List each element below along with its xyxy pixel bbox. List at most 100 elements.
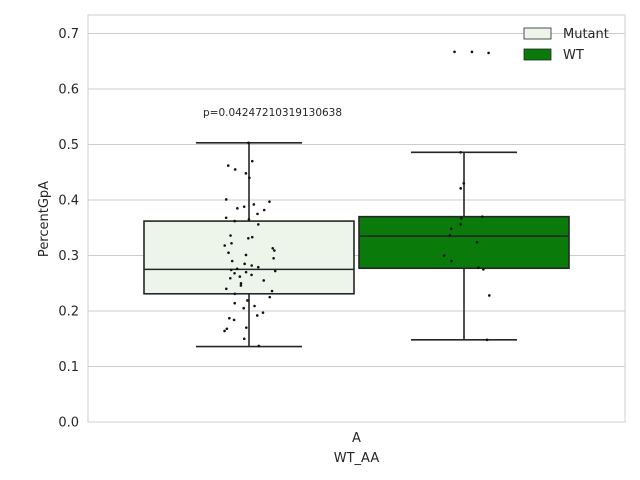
y-tick-label-4: 0.4	[58, 194, 79, 209]
point-wt-9	[449, 227, 453, 231]
boxes	[143, 142, 570, 348]
point-wt-17	[485, 338, 489, 342]
point-mutant-20	[230, 241, 233, 245]
strip-points	[223, 50, 491, 348]
point-wt-8	[459, 223, 463, 226]
point-mutant-18	[250, 235, 254, 239]
point-wt-16	[487, 294, 491, 297]
point-mutant-51	[255, 314, 259, 317]
point-mutant-3	[233, 168, 237, 171]
point-wt-2	[453, 50, 456, 54]
point-mutant-21	[223, 244, 227, 247]
point-wt-10	[448, 234, 452, 237]
point-mutant-6	[224, 198, 228, 201]
legend-swatch-wt	[523, 48, 552, 61]
point-wt-15	[482, 268, 485, 271]
point-mutant-44	[233, 292, 237, 296]
point-mutant-29	[250, 264, 254, 267]
point-mutant-36	[250, 273, 253, 277]
point-mutant-43	[270, 289, 274, 293]
point-mutant-4	[244, 172, 248, 175]
point-wt-11	[475, 240, 479, 244]
y-tick-label-2: 0.2	[58, 305, 79, 320]
point-mutant-45	[268, 295, 272, 299]
point-mutant-53	[232, 318, 236, 322]
point-mutant-0	[247, 141, 250, 145]
y-tick-label-0: 0.0	[58, 416, 79, 431]
point-mutant-41	[239, 284, 243, 287]
point-mutant-56	[223, 329, 226, 333]
point-mutant-24	[227, 251, 230, 255]
legend-label-wt: WT	[563, 48, 584, 63]
point-mutant-22	[271, 246, 275, 250]
point-mutant-8	[252, 203, 256, 206]
y-tick-label-6: 0.6	[58, 83, 79, 98]
y-tick-labels: 0.0 0.1 0.2 0.3 0.4 0.5 0.6 0.7	[58, 27, 79, 431]
point-wt-1	[487, 51, 490, 55]
point-wt-7	[460, 217, 463, 220]
point-mutant-49	[242, 306, 245, 310]
iqr-box-wt	[358, 215, 570, 270]
point-mutant-34	[244, 270, 248, 274]
point-mutant-55	[225, 327, 229, 331]
point-mutant-15	[233, 219, 236, 223]
point-wt-6	[480, 215, 484, 218]
y-axis-label: PercentGpA	[37, 181, 52, 257]
y-tick-label-3: 0.3	[58, 249, 79, 264]
point-mutant-35	[233, 271, 236, 275]
point-mutant-50	[261, 311, 265, 314]
point-mutant-52	[228, 316, 231, 320]
point-mutant-37	[238, 275, 242, 278]
point-wt-14	[477, 266, 480, 270]
point-wt-0	[470, 50, 474, 54]
point-mutant-48	[253, 304, 256, 308]
point-wt-12	[442, 254, 446, 257]
point-mutant-31	[235, 267, 239, 271]
point-mutant-28	[243, 262, 246, 266]
gridlines	[88, 33, 625, 423]
point-mutant-47	[233, 301, 237, 305]
point-mutant-46	[246, 299, 249, 302]
point-mutant-26	[272, 256, 275, 260]
iqr-box-mutant	[143, 220, 355, 295]
point-mutant-57	[242, 337, 246, 341]
point-mutant-25	[244, 253, 248, 257]
point-mutant-19	[247, 236, 250, 240]
point-mutant-23	[273, 249, 276, 252]
point-mutant-7	[268, 200, 271, 203]
point-mutant-33	[273, 269, 277, 273]
point-mutant-38	[228, 276, 232, 280]
point-mutant-32	[229, 268, 233, 272]
point-mutant-16	[256, 223, 260, 226]
point-mutant-40	[239, 281, 243, 285]
point-mutant-58	[257, 344, 261, 348]
point-mutant-9	[242, 205, 246, 208]
point-mutant-42	[225, 287, 228, 291]
y-tick-label-1: 0.1	[58, 360, 79, 375]
point-mutant-10	[236, 207, 239, 210]
x-tick-label-a: A	[352, 431, 361, 446]
box-wt	[358, 151, 570, 341]
point-mutant-2	[226, 164, 230, 167]
legend-label-mutant: Mutant	[563, 27, 609, 42]
y-tick-label-7: 0.7	[58, 27, 79, 42]
point-wt-5	[459, 187, 462, 190]
p-value-annotation: p=0.04247210319130638	[203, 107, 342, 119]
point-wt-3	[459, 150, 462, 154]
legend-swatch-mutant	[523, 27, 552, 40]
y-tick-label-5: 0.5	[58, 138, 79, 153]
point-wt-4	[462, 182, 466, 185]
point-mutant-11	[262, 208, 266, 212]
point-mutant-27	[230, 259, 234, 263]
legend: Mutant WT	[523, 27, 609, 63]
point-mutant-13	[224, 216, 228, 220]
point-mutant-5	[248, 176, 251, 180]
point-mutant-17	[229, 234, 232, 237]
point-mutant-39	[262, 279, 266, 282]
point-mutant-12	[256, 212, 259, 216]
point-mutant-54	[245, 326, 248, 329]
point-mutant-30	[256, 265, 260, 269]
box-mutant	[143, 142, 355, 348]
point-wt-13	[450, 259, 453, 263]
